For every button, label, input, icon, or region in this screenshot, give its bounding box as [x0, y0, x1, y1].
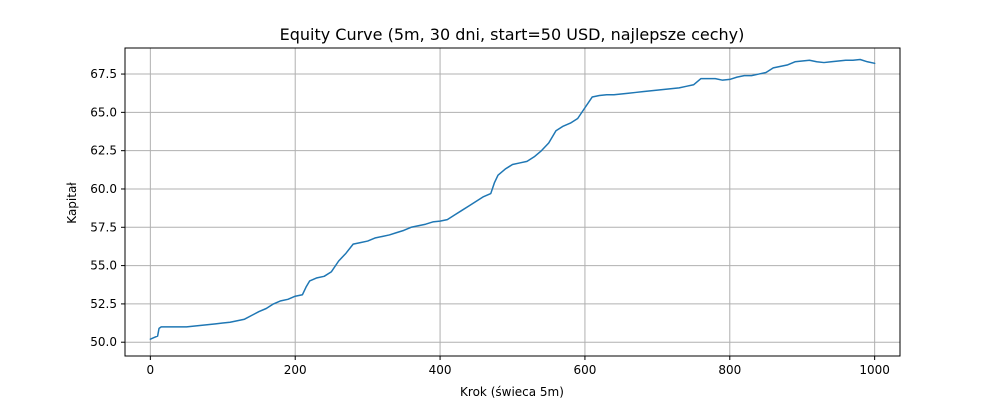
y-tick-label: 50.0	[90, 335, 117, 349]
equity-series-line	[149, 58, 876, 340]
x-tick-label: 400	[429, 363, 452, 377]
y-tick-label: 52.5	[90, 297, 117, 311]
x-tick-label: 1000	[859, 363, 890, 377]
y-tick-label: 55.0	[90, 259, 117, 273]
x-tick-label: 600	[573, 363, 596, 377]
plot-frame	[124, 47, 901, 357]
y-tick-label: 67.5	[90, 67, 117, 81]
y-tick-label: 65.0	[90, 105, 117, 119]
y-tick-label: 62.5	[90, 144, 117, 158]
x-tick-label: 200	[284, 363, 307, 377]
x-tick-label: 800	[718, 363, 741, 377]
y-tick-label: 60.0	[90, 182, 117, 196]
y-axis: 50.0 52.5 55.0 57.5 60.0 62.5 65.0 67.5	[90, 67, 125, 349]
chart-title: Equity Curve (5m, 30 dni, start=50 USD, …	[280, 25, 745, 44]
x-axis-label: Krok (świeca 5m)	[460, 385, 564, 399]
x-tick-label: 0	[147, 363, 155, 377]
y-tick-label: 57.5	[90, 220, 117, 234]
x-axis: 0 200 400 600 800 1000	[147, 356, 890, 377]
grid	[125, 48, 900, 356]
y-axis-label: Kapitał	[65, 182, 79, 224]
